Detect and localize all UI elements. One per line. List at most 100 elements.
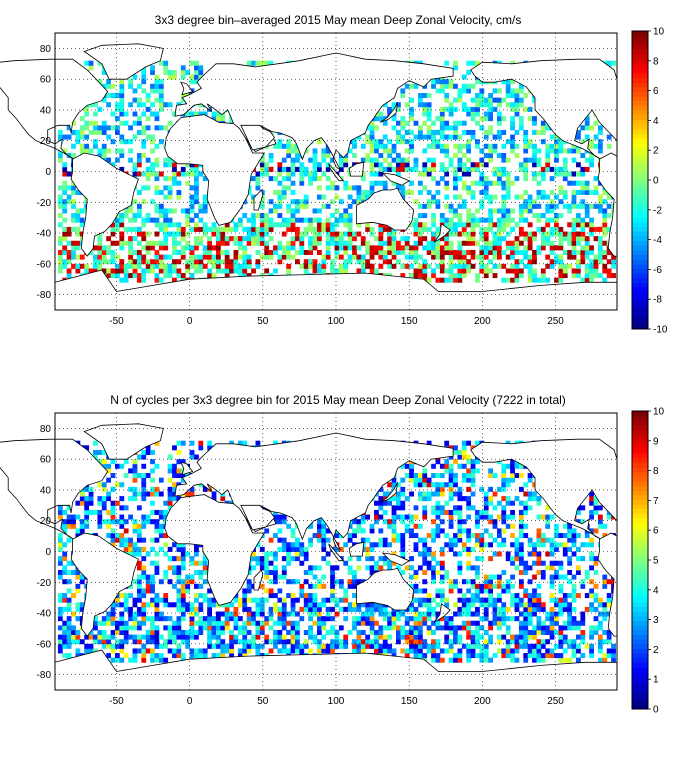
bin-cell <box>286 166 292 172</box>
bin-cell <box>475 106 480 112</box>
bin-cell <box>514 245 520 251</box>
bin-cell <box>396 171 401 177</box>
bin-cell <box>141 102 147 108</box>
bin-cell <box>606 194 612 200</box>
bin-cell <box>290 606 296 612</box>
bin-cell <box>259 166 265 172</box>
bin-cell <box>185 629 191 635</box>
bin-cell <box>325 166 331 172</box>
bin-cell <box>101 486 107 492</box>
bin-cell <box>189 629 195 635</box>
bin-cell <box>106 463 112 469</box>
bin-cell <box>589 189 594 195</box>
bin-cell <box>496 166 502 172</box>
bin-cell <box>602 222 608 228</box>
bin-cell <box>492 231 498 237</box>
bin-cell <box>93 449 98 455</box>
bin-cell <box>330 157 335 163</box>
bin-cell <box>510 268 515 274</box>
bin-cell <box>167 556 173 562</box>
bin-cell <box>158 259 164 265</box>
bin-cell <box>163 616 169 622</box>
bin-cell <box>268 639 274 645</box>
bin-cell <box>154 263 160 269</box>
bin-cell <box>180 583 186 589</box>
bin-cell <box>150 102 155 108</box>
bin-cell <box>101 500 107 506</box>
landmass <box>379 102 398 123</box>
bin-cell <box>97 240 103 246</box>
bin-cell <box>378 143 384 149</box>
bin-cell <box>88 629 94 635</box>
bin-cell <box>417 213 423 219</box>
bin-cell <box>163 240 169 246</box>
bin-cell <box>558 263 564 269</box>
bin-cell <box>365 639 371 645</box>
bin-cell <box>400 157 406 163</box>
bin-cell <box>505 88 511 94</box>
bin-cell <box>347 231 353 237</box>
bin-cell <box>194 606 199 612</box>
bin-cell <box>242 597 248 603</box>
bin-cell <box>136 97 142 103</box>
bin-cell <box>220 249 226 255</box>
bin-cell <box>84 106 90 112</box>
bin-cell <box>299 616 305 622</box>
bin-cell <box>281 565 287 571</box>
bin-cell <box>132 625 138 631</box>
bin-cell <box>207 445 212 451</box>
bin-cell <box>180 565 186 571</box>
bin-cell <box>224 259 230 265</box>
bin-cell <box>444 222 450 228</box>
bin-cell <box>268 569 274 575</box>
bin-cell <box>172 463 177 469</box>
bin-cell <box>62 166 68 172</box>
bin-cell <box>365 537 371 543</box>
bin-cell <box>439 111 445 117</box>
bin-cell <box>514 236 520 242</box>
bin-cell <box>145 616 151 622</box>
bin-cell <box>123 120 129 126</box>
bin-cell <box>483 129 489 135</box>
bin-cell <box>281 611 287 617</box>
bin-cell <box>119 88 125 94</box>
bin-cell <box>202 194 208 200</box>
bin-cell <box>347 579 353 585</box>
bin-cell <box>281 217 287 223</box>
bin-cell <box>448 259 454 265</box>
bin-cell <box>378 236 384 242</box>
bin-cell <box>378 245 384 251</box>
bin-cell <box>475 254 480 260</box>
bin-cell <box>400 185 406 191</box>
bin-cell <box>444 148 450 154</box>
bin-cell <box>378 542 384 548</box>
bin-cell <box>518 268 524 274</box>
bin-cell <box>505 240 511 246</box>
bin-cell <box>66 634 72 640</box>
bin-cell <box>88 648 94 654</box>
bin-cell <box>132 653 138 659</box>
bin-cell <box>602 213 608 219</box>
bin-cell <box>145 176 151 182</box>
bin-cell <box>119 482 125 488</box>
bin-cell <box>356 231 362 237</box>
bin-cell <box>365 157 371 163</box>
bin-cell <box>101 249 107 255</box>
bin-cell <box>299 263 305 269</box>
bin-cell <box>321 648 327 654</box>
bin-cell <box>176 648 182 654</box>
bin-cell <box>584 166 590 172</box>
bin-cell <box>172 69 177 75</box>
bin-cell <box>417 236 423 242</box>
bin-cell <box>584 249 590 255</box>
bin-cell <box>202 579 208 585</box>
bin-cell <box>106 477 112 483</box>
bin-cell <box>176 602 182 608</box>
bin-cell <box>145 263 151 269</box>
bin-cell <box>246 254 252 260</box>
bin-cell <box>466 213 472 219</box>
bin-cell <box>510 208 515 214</box>
bin-cell <box>567 222 573 228</box>
bin-cell <box>172 639 177 645</box>
bin-cell <box>242 268 248 274</box>
